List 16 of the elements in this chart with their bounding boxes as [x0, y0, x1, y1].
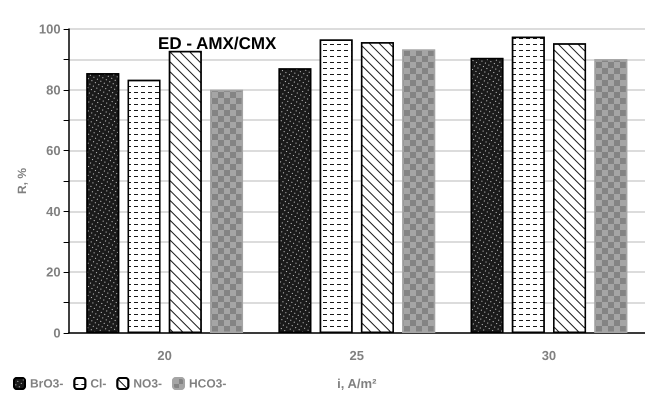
chart-title: ED - AMX/CMX — [158, 34, 278, 53]
legend-label: Cl- — [90, 376, 106, 390]
legend-label: NO3- — [133, 376, 162, 390]
y-tick-label: 100 — [38, 22, 61, 36]
x-tick-label: 20 — [157, 348, 172, 363]
y-axis-title: R, % — [15, 168, 29, 194]
y-tick-label: 40 — [46, 204, 61, 219]
y-tick-label: 60 — [46, 143, 61, 158]
x-tick-label: 25 — [350, 348, 364, 363]
y-tick-label: 20 — [46, 264, 61, 280]
legend-label: HCO3- — [189, 376, 226, 390]
y-tick-label: 0 — [53, 326, 61, 340]
y-tick-label: 80 — [46, 82, 61, 98]
x-axis-title: i, A/m² — [337, 376, 378, 391]
legend-label: BrO3- — [30, 376, 64, 390]
x-tick-label: 30 — [542, 348, 556, 363]
